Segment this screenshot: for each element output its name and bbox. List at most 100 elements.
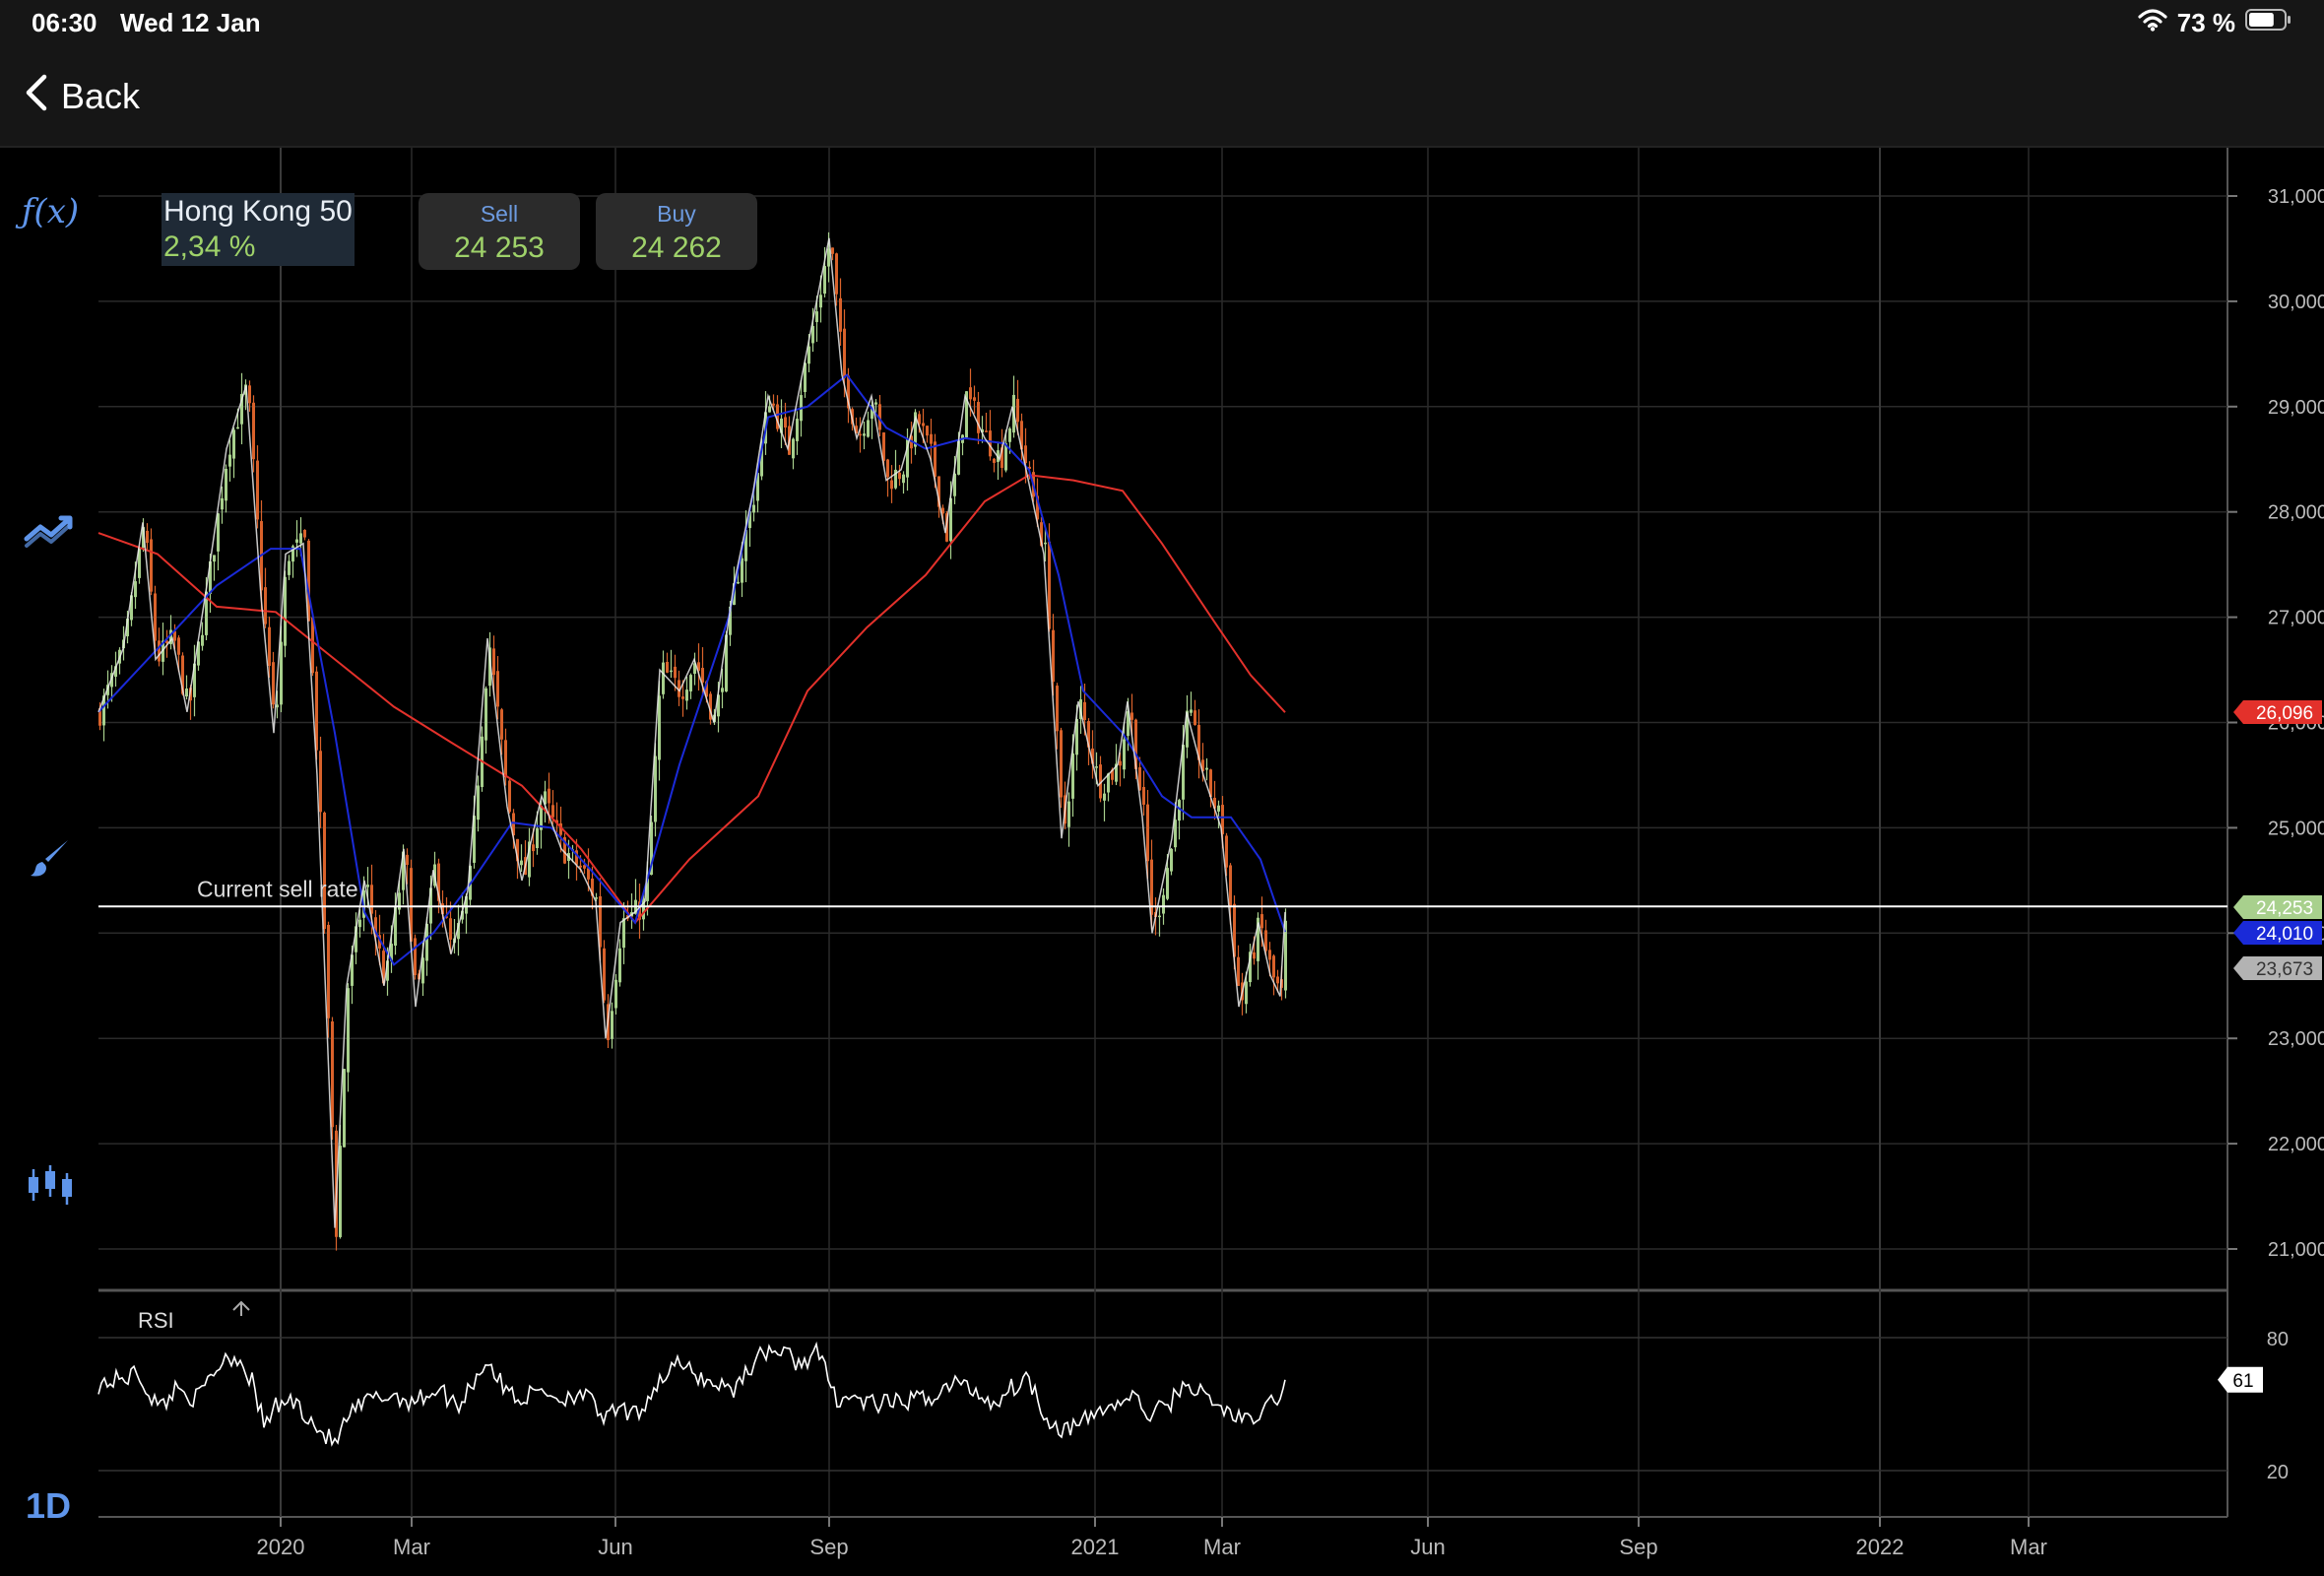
candle-body [622, 918, 625, 949]
candle-body [500, 709, 503, 740]
candle-body [906, 439, 909, 478]
candle-body [1044, 542, 1047, 545]
candle-body [985, 430, 988, 432]
price-badge: 24,010 [2233, 921, 2322, 945]
candle-body [402, 851, 405, 890]
candle-body [343, 1069, 346, 1148]
candle-body [1194, 710, 1196, 725]
candle-body [228, 454, 231, 467]
candle-body [705, 681, 708, 697]
candle-body [847, 375, 850, 409]
candle-body [666, 662, 669, 673]
price-badge-shape [2233, 895, 2322, 919]
candle-body [457, 923, 460, 940]
candle-body [154, 593, 157, 641]
candle-body [1087, 721, 1090, 748]
candle-body [161, 640, 164, 662]
candle-body [1162, 894, 1165, 914]
candle-body [1107, 773, 1110, 793]
back-label: Back [61, 76, 141, 116]
x-tick-label: Jun [598, 1535, 632, 1559]
candle-body [863, 433, 866, 436]
candle-body [796, 419, 799, 441]
candle-body [989, 430, 992, 457]
indicators-function-button[interactable]: ƒ(x) [18, 179, 83, 244]
candle-body [142, 527, 145, 549]
candle-body [225, 468, 227, 501]
y-tick-label: 30,000 [2268, 292, 2324, 313]
y-tick-label: 23,000 [2268, 1028, 2324, 1050]
candle-body [421, 957, 424, 984]
drawing-tool-button[interactable] [18, 827, 83, 892]
x-tick-label: Mar [393, 1535, 430, 1559]
back-button[interactable]: Back [24, 69, 140, 124]
sell-button[interactable]: Sell 24 253 [419, 193, 580, 270]
candle-body [1138, 767, 1141, 791]
function-icon: ƒ(x) [21, 192, 80, 231]
candle-body [201, 634, 204, 646]
chevron-left-icon [24, 73, 49, 121]
candle-body [1233, 903, 1236, 957]
y-tick-label: 21,000 [2268, 1239, 2324, 1261]
candle-body [378, 935, 381, 949]
y-tick-label: 31,000 [2268, 186, 2324, 208]
price-badge-shape [2233, 956, 2322, 980]
candle-body [205, 591, 208, 635]
rsi-level-label: 20 [2267, 1462, 2289, 1483]
candle-body [941, 507, 944, 514]
trend-button[interactable] [18, 500, 83, 565]
price-badge-shape [2233, 921, 2322, 945]
candle-body [288, 560, 290, 575]
candle-body [914, 412, 917, 447]
candle-body [217, 513, 220, 552]
candle-body [473, 816, 476, 863]
candle-body [414, 938, 417, 976]
instrument-name: Hong Kong 50 [163, 195, 353, 228]
candle-body [512, 813, 515, 836]
candle-body [390, 944, 393, 961]
candle-body [272, 662, 275, 705]
rsi-value-badge: 61 [2218, 1366, 2263, 1393]
candle-body [1257, 917, 1259, 961]
candle-body [614, 979, 617, 1009]
candle-body [236, 427, 239, 429]
candle-body [311, 617, 314, 674]
candle-body [1001, 447, 1003, 469]
chart-type-button[interactable] [18, 1154, 83, 1219]
candle-body [548, 788, 550, 804]
x-tick-label: Sep [809, 1535, 848, 1559]
candle-body [158, 640, 161, 662]
buy-button[interactable]: Buy 24 262 [596, 193, 757, 270]
buy-label: Buy [657, 201, 696, 227]
x-tick-label: Mar [1203, 1535, 1241, 1559]
sell-label: Sell [480, 201, 519, 227]
x-tick-label: Mar [2010, 1535, 2047, 1559]
price-badge-label: 26,096 [2256, 703, 2313, 724]
candle-body [867, 420, 870, 437]
price-badge-label: 23,673 [2256, 959, 2313, 980]
price-badge: 26,096 [2233, 700, 2322, 724]
candle-body [689, 675, 692, 691]
candle-body [209, 561, 212, 594]
candle-body [1028, 466, 1031, 469]
candle-body [1036, 495, 1039, 520]
candle-body [110, 673, 113, 688]
timeframe-button[interactable]: 1D [26, 1485, 72, 1526]
candle-body [1253, 952, 1256, 959]
candle-body [1008, 428, 1011, 442]
price-chart[interactable]: 31,00030,00029,00028,00027,00026,00025,0… [0, 148, 2324, 1576]
candle-body [295, 539, 298, 543]
candle-body [1205, 767, 1208, 770]
candle-body [1166, 868, 1169, 899]
price-badge: 24,253 [2233, 895, 2322, 919]
battery-percent: 73 % [2176, 8, 2235, 37]
candle-body [1075, 719, 1078, 755]
candle-body [599, 895, 602, 948]
candle-body [603, 948, 606, 1001]
candle-body [445, 916, 448, 918]
candle-body [1150, 859, 1153, 915]
candle-body [780, 418, 783, 433]
candle-body [1276, 976, 1279, 984]
candle-body [1048, 541, 1051, 629]
candle-body [232, 429, 235, 459]
